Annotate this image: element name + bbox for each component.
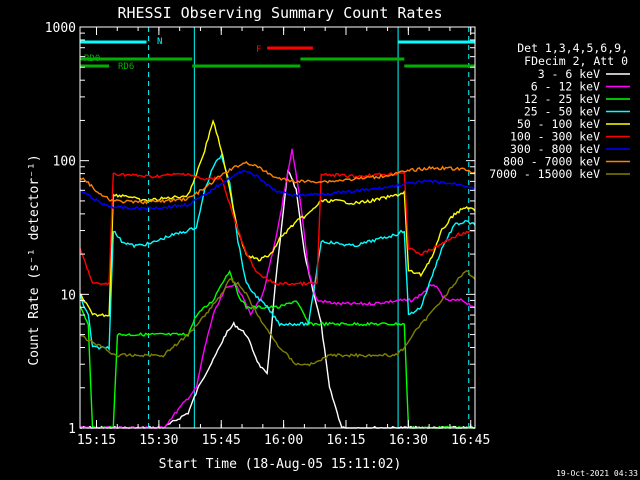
state-annotation-n: N (157, 37, 162, 47)
x-tick-label: 16:45 (451, 433, 490, 448)
x-tick-label: 16:30 (389, 433, 428, 448)
legend-label-4: 50 - 100 keV (517, 117, 600, 131)
legend-header-line: Det 1,3,4,5,6,9, (517, 41, 628, 55)
observing-state-layer: N F RD0 RD6 (79, 27, 475, 428)
legend: Det 1,3,4,5,6,9,FDecim 2, Att 03 - 6 keV… (489, 41, 630, 181)
x-axis-label: Start Time (18-Aug-05 15:11:02) (159, 457, 402, 472)
legend-label-2: 12 - 25 keV (524, 92, 600, 106)
legend-label-1: 6 - 12 keV (531, 80, 600, 94)
legend-label-8: 7000 - 15000 keV (489, 167, 600, 181)
series-line-6 (79, 169, 476, 211)
chart-title: RHESSI Observing Summary Count Rates (117, 4, 442, 22)
x-tick-label: 15:45 (202, 433, 241, 448)
y-tick-label: 1 (68, 422, 76, 437)
x-tick-label: 16:00 (264, 433, 303, 448)
axis-layer: 15:15 15:30 15:45 16:00 16:15 16:30 16:45 1 10 10… (45, 21, 491, 448)
footer-timestamp: 19-Oct-2021 04:33 (556, 469, 638, 478)
x-tick-label: 15:30 (139, 433, 178, 448)
series-layer (79, 119, 476, 429)
x-tick-label: 16:15 (326, 433, 365, 448)
series-line-8 (79, 270, 476, 367)
y-tick-label: 10 (60, 288, 76, 303)
y-tick-label: 100 (53, 155, 76, 170)
y-axis-label: Count Rate (s⁻¹ detector⁻¹) (27, 154, 42, 365)
state-annotation-rd6: RD6 (118, 62, 134, 72)
series-line-1 (79, 148, 476, 429)
plot-frame (79, 26, 476, 429)
x-tick-label: 15:15 (77, 433, 116, 448)
legend-label-6: 300 - 800 keV (510, 142, 600, 156)
state-annotation-rd0: RD0 (84, 54, 100, 64)
series-line-7 (79, 161, 476, 205)
series-line-3 (79, 153, 476, 351)
legend-label-7: 800 - 7000 keV (503, 155, 600, 169)
series-line-4 (79, 119, 476, 318)
series-line-5 (79, 171, 476, 287)
series-line-2 (79, 269, 475, 429)
legend-label-3: 25 - 50 keV (524, 105, 600, 119)
legend-header-line: FDecim 2, Att 0 (524, 54, 628, 68)
state-annotation-f: F (256, 45, 261, 55)
legend-label-5: 100 - 300 keV (510, 130, 600, 144)
y-tick-label: 1000 (45, 21, 76, 36)
legend-label-0: 3 - 6 keV (538, 67, 600, 81)
